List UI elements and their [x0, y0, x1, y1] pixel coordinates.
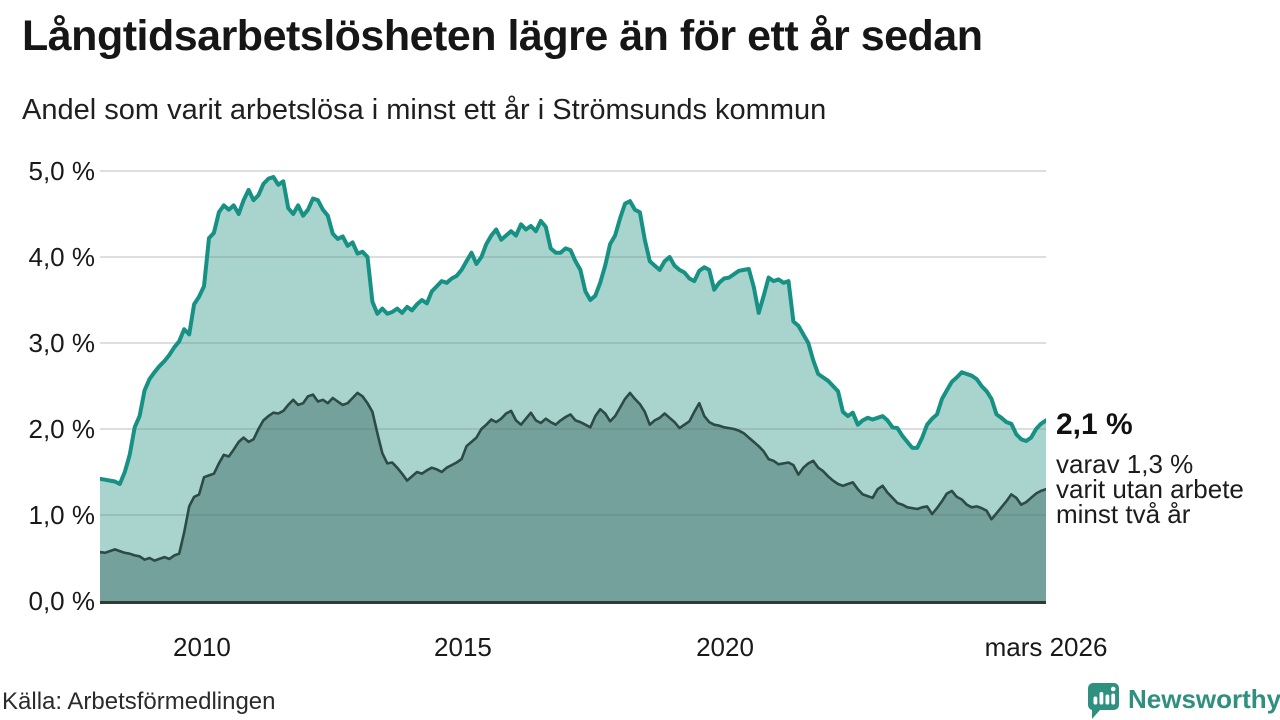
area-chart-plot — [98, 163, 1048, 618]
chart-subtitle: Andel som varit arbetslösa i minst ett å… — [22, 94, 827, 126]
brand-wordmark: Newsworthy — [1128, 684, 1280, 714]
x-tick-label: 2020 — [696, 632, 754, 662]
y-tick-label: 1,0 % — [28, 500, 96, 530]
y-tick-label: 5,0 % — [28, 156, 96, 186]
line-unemployed-1yr — [98, 175, 1048, 486]
x-tick-label: mars 2026 — [984, 632, 1108, 662]
source-caption: Källa: Arbetsförmedlingen — [2, 688, 276, 715]
area-unemployed-2yr — [100, 392, 1046, 601]
end-value-label: 2,1 % — [1056, 408, 1133, 441]
y-tick-label: 4,0 % — [28, 242, 96, 272]
x-tick-label: 2015 — [434, 632, 492, 662]
x-tick-label: 2010 — [173, 632, 231, 662]
y-tick-label: 2,0 % — [28, 414, 96, 444]
y-tick-label: 3,0 % — [28, 328, 96, 358]
end-value-detail: varav 1,3 % varit utan arbete minst två … — [1056, 449, 1244, 529]
y-tick-label: 0,0 % — [28, 586, 96, 616]
line-unemployed-2yr — [98, 391, 1048, 562]
newsworthy-bubble-icon — [1087, 683, 1119, 719]
page-title: Långtidsarbetslösheten lägre än för ett … — [22, 12, 983, 60]
chart-canvas — [98, 170, 1048, 604]
brand-logo: Newsworthy — [1086, 682, 1280, 720]
